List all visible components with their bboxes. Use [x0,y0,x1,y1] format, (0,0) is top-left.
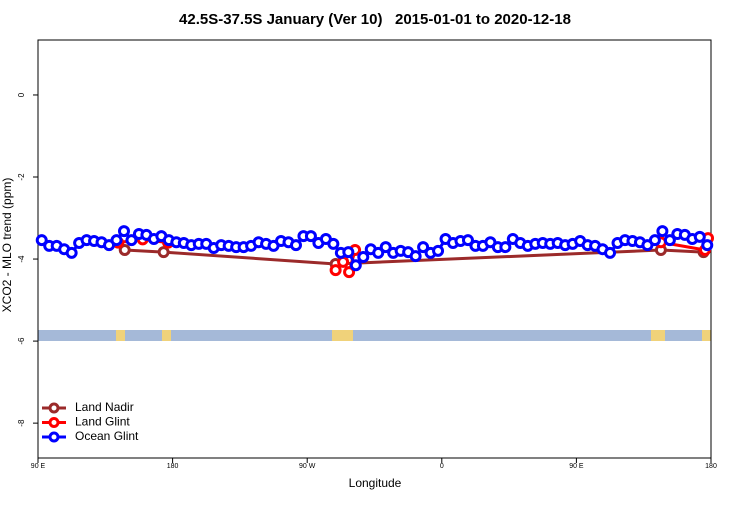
data-point [117,225,130,238]
data-point [656,225,669,238]
y-tick-label: -8 [17,419,26,427]
y-tick-label: 0 [17,92,26,97]
x-tick-label: 180 [167,463,179,470]
x-tick-label: 180 [705,463,717,470]
data-point [329,264,342,277]
x-axis-label: Longitude [349,476,402,490]
data-point [304,230,317,243]
data-point [461,234,474,247]
data-point [372,246,385,259]
data-point [110,234,123,247]
y-tick-label: -6 [17,337,26,345]
x-tick-label: 90 E [569,463,584,470]
data-point [379,241,392,254]
data-point [648,234,661,247]
y-tick-label: -2 [17,173,26,181]
legend-label: Land Nadir [75,400,134,414]
land-patch [651,330,665,341]
x-tick-label: 0 [440,463,444,470]
data-point [499,241,512,254]
chart-title: 42.5S-37.5S January (Ver 10) 2015-01-01 … [179,11,571,28]
land-patch [116,330,125,341]
x-tick-label: 90 W [299,463,316,470]
data-point [663,234,676,247]
data-point [701,239,714,252]
data-point [357,250,370,263]
y-tick-label: -4 [17,255,26,263]
data-point [125,234,138,247]
x-tick-label: 90 E [31,463,46,470]
data-point [432,244,445,257]
legend-label: Land Glint [75,415,130,429]
data-point [65,246,78,259]
data-point [343,266,356,279]
land-patch [332,330,353,341]
data-point [327,237,340,250]
data-point [604,246,617,259]
data-point [342,246,355,259]
legend-marker [48,431,60,443]
land-patch [162,330,171,341]
data-point [417,241,430,254]
land-mask [38,330,711,341]
data-point [409,250,422,263]
data-point [118,244,131,257]
data-point [349,259,362,272]
legend-marker [48,417,60,428]
data-point [289,239,302,252]
y-axis-label: XCO2 - MLO trend (ppm) [0,178,14,313]
legend-marker [48,402,60,414]
data-point [693,230,706,243]
ocean-strip [38,330,711,341]
data-point [157,246,170,259]
data-point [35,234,48,247]
legend-label: Ocean Glint [75,429,139,443]
land-patch [702,330,711,341]
